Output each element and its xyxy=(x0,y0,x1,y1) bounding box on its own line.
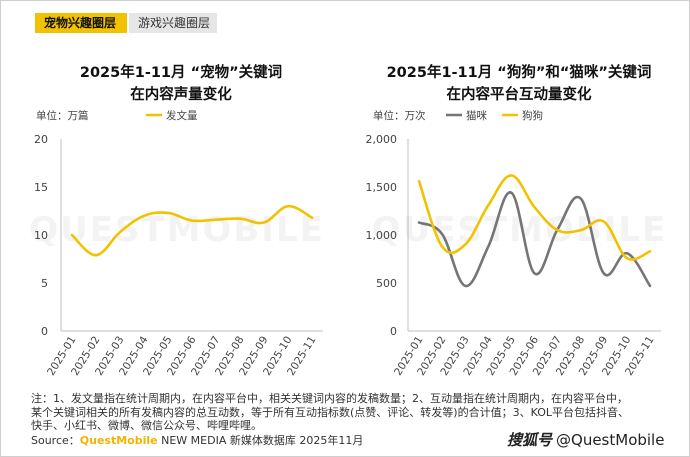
chart-title-line: 2025年1-11月 “宠物”关键词 xyxy=(80,63,282,81)
footnote-line: 注：1、发文量指在统计周期内，在内容平台中，相关关键词内容的发稿数量；2、互动量… xyxy=(31,392,628,405)
source-rest: NEW MEDIA 新媒体数据库 2025年11月 xyxy=(157,434,364,447)
chart-title-line: 2025年1-11月 “狗狗”和“猫咪”关键词 xyxy=(387,63,652,81)
watermark-text: @QuestMobile xyxy=(556,431,665,449)
unit-label: 单位：万篇 xyxy=(36,109,89,122)
legend-label: 猫咪 xyxy=(466,109,487,122)
source-brand: QuestMobile xyxy=(79,434,158,447)
y-tick-label: 0 xyxy=(390,325,397,338)
footnote-line: 快手、小红书、微博、微信公众号、哔哩哔哩。 xyxy=(31,419,262,432)
y-tick-label: 5 xyxy=(41,277,48,290)
y-tick-label: 2,000 xyxy=(366,133,398,146)
footnote: 注：1、发文量指在统计周期内，在内容平台中，相关关键词内容的发稿数量；2、互动量… xyxy=(31,392,671,433)
footnote-line: 某个关键词相关的所有发稿内容的总互动数，等于所有互动指标数(点赞、评论、转发等)… xyxy=(31,405,629,419)
tab-game-interest[interactable]: 游戏兴趣圈层 xyxy=(129,13,217,33)
unit-label: 单位：万次 xyxy=(373,109,426,122)
y-tick-label: 500 xyxy=(376,277,397,290)
y-tick-label: 15 xyxy=(34,181,48,194)
y-tick-label: 20 xyxy=(34,133,48,146)
source-line: Source：QuestMobile NEW MEDIA 新媒体数据库 2025… xyxy=(31,432,363,448)
y-tick-label: 1,500 xyxy=(366,181,398,194)
source-prefix: Source： xyxy=(31,434,80,447)
legend-label: 狗狗 xyxy=(522,109,543,122)
chart-title-line: 在内容声量变化 xyxy=(130,85,232,103)
legend-label: 发文量 xyxy=(166,109,198,122)
chart-title-line: 在内容平台互动量变化 xyxy=(447,85,592,103)
tab-pet-interest[interactable]: 宠物兴趣圈层 xyxy=(35,13,127,33)
y-tick-label: 0 xyxy=(41,325,48,338)
sohu-watermark: 搜狐号 @QuestMobile xyxy=(507,429,664,450)
sohu-logo: 搜狐号 xyxy=(507,431,553,449)
y-tick-label: 1,000 xyxy=(366,229,398,242)
y-tick-label: 10 xyxy=(34,229,48,242)
